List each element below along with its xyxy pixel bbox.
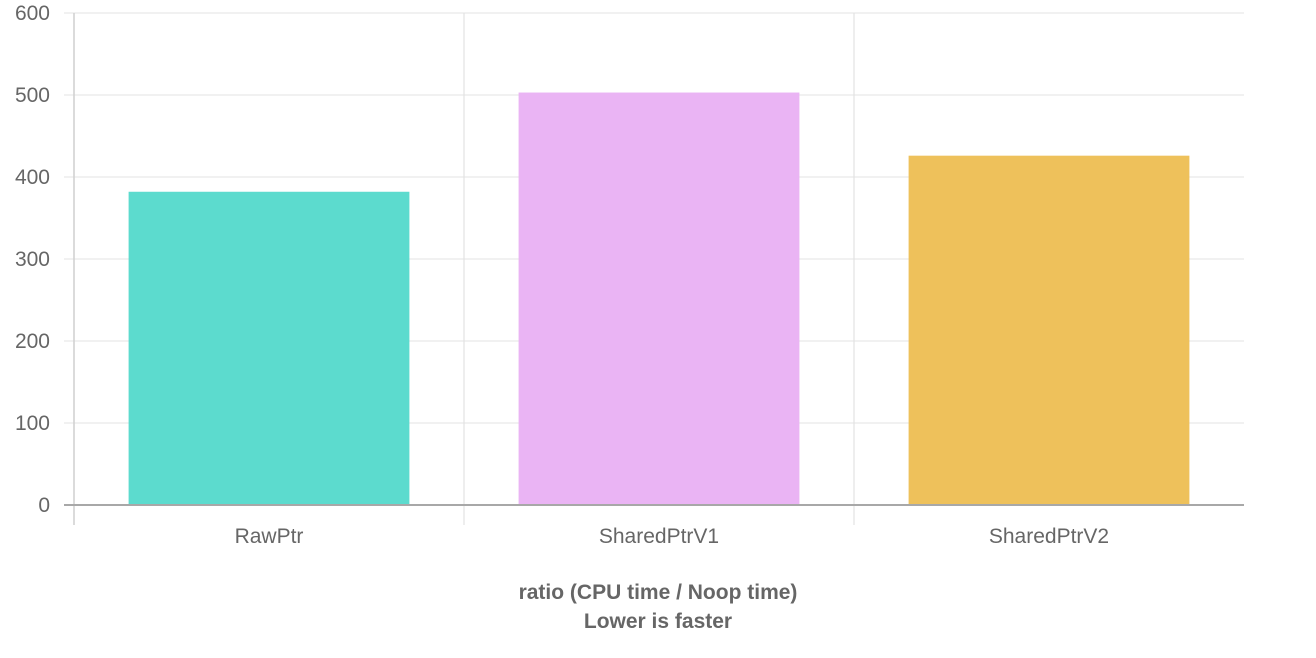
bar-sharedptrv1 [518, 92, 800, 505]
y-tick-label: 600 [15, 2, 50, 25]
bar-sharedptrv2 [908, 155, 1190, 505]
y-tick-label: 400 [15, 166, 50, 189]
y-tick-label: 0 [38, 494, 50, 517]
bars [128, 92, 1190, 505]
bar-rawptr [128, 191, 410, 505]
axes [64, 13, 1244, 525]
x-axis-label: ratio (CPU time / Noop time) [518, 581, 798, 604]
y-tick-label: 300 [15, 248, 50, 271]
y-tick-label: 500 [15, 84, 50, 107]
x-tick-label: RawPtr [235, 525, 304, 548]
y-tick-label: 100 [15, 412, 50, 435]
bar-chart-svg: 0 100 200 300 400 500 600 RawPtr SharedPtrV1 Shar… [15, 2, 1244, 548]
y-tick-label: 200 [15, 330, 50, 353]
chart-subtitle: Lower is faster [583, 610, 733, 633]
tick-labels: 0 100 200 300 400 500 600 RawPtr SharedPtrV1 Shar… [15, 2, 1109, 548]
x-tick-label: SharedPtrV1 [599, 525, 719, 548]
x-tick-label: SharedPtrV2 [989, 525, 1109, 548]
